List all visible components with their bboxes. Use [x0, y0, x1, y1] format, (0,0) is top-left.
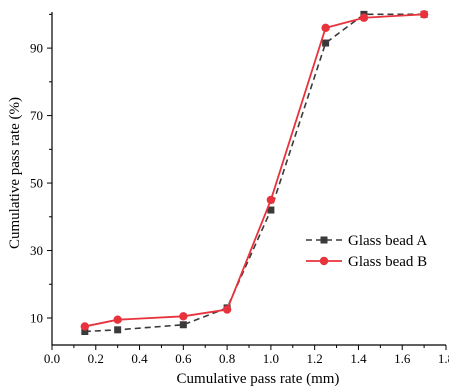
data-point-circle [321, 23, 330, 33]
data-point-square [81, 328, 89, 336]
y-tick-label: 30 [30, 243, 43, 258]
data-point-circle [179, 312, 188, 321]
series-line [84, 13, 425, 333]
x-tick-label: 0.2 [88, 351, 104, 366]
y-tick-label: 10 [30, 311, 43, 326]
y-axis-label: Cumulative pass rate (%) [7, 97, 23, 249]
legend-label: Glass bead A [348, 233, 427, 249]
x-tick-label: 0.4 [131, 351, 148, 366]
x-tick-label: 1.6 [394, 351, 411, 366]
series-line [84, 13, 425, 328]
x-tick-label: 1.0 [263, 351, 279, 366]
data-point-circle [113, 315, 122, 324]
data-point-square [322, 39, 330, 47]
x-tick-label: 1.8 [438, 351, 449, 366]
x-axis-label: Cumulative pass rate (mm) [177, 371, 340, 387]
data-point-square [114, 326, 122, 334]
legend-marker-square [320, 236, 328, 244]
data-point-square [179, 321, 187, 329]
legend-entry: Glass bead B [306, 254, 427, 270]
x-tick-label: 1.2 [307, 351, 323, 366]
legend-marker-circle [319, 256, 329, 266]
legend-label: Glass bead B [348, 254, 427, 270]
x-tick-label: 0.0 [44, 351, 60, 366]
data-point-circle [419, 10, 429, 19]
data-point-circle [266, 195, 276, 205]
series-a [81, 10, 428, 336]
series-b [80, 10, 429, 331]
x-tick-label: 1.4 [350, 351, 367, 366]
data-point-circle [80, 322, 90, 331]
y-tick-label: 50 [30, 176, 43, 191]
data-point-circle [359, 13, 369, 22]
data-point-square [267, 206, 275, 214]
x-tick-label: 0.8 [219, 351, 235, 366]
x-tick-label: 0.6 [175, 351, 192, 366]
y-tick-label: 90 [30, 41, 43, 56]
data-point-circle [222, 305, 232, 314]
y-tick-label: 70 [30, 108, 43, 123]
legend-entry: Glass bead A [306, 233, 427, 249]
